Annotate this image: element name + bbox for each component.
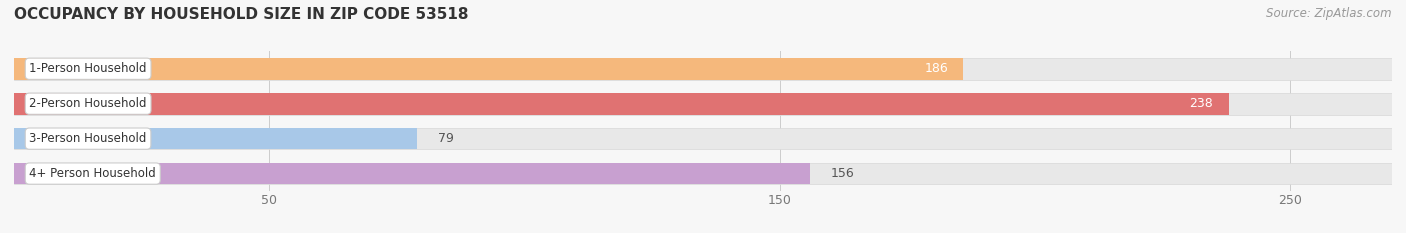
Text: OCCUPANCY BY HOUSEHOLD SIZE IN ZIP CODE 53518: OCCUPANCY BY HOUSEHOLD SIZE IN ZIP CODE … xyxy=(14,7,468,22)
Text: 79: 79 xyxy=(437,132,454,145)
Bar xyxy=(14,93,1392,115)
Bar xyxy=(14,128,418,150)
Text: 186: 186 xyxy=(924,62,948,75)
Text: 156: 156 xyxy=(831,167,855,180)
Text: 3-Person Household: 3-Person Household xyxy=(30,132,146,145)
Text: 1-Person Household: 1-Person Household xyxy=(30,62,146,75)
Bar xyxy=(14,58,963,80)
Text: Source: ZipAtlas.com: Source: ZipAtlas.com xyxy=(1267,7,1392,20)
Text: 4+ Person Household: 4+ Person Household xyxy=(30,167,156,180)
Bar xyxy=(14,58,1392,80)
Bar xyxy=(14,163,810,185)
Text: 238: 238 xyxy=(1189,97,1213,110)
Bar xyxy=(14,128,1392,150)
Bar xyxy=(14,163,1392,185)
Bar xyxy=(14,93,1229,115)
Text: 2-Person Household: 2-Person Household xyxy=(30,97,146,110)
